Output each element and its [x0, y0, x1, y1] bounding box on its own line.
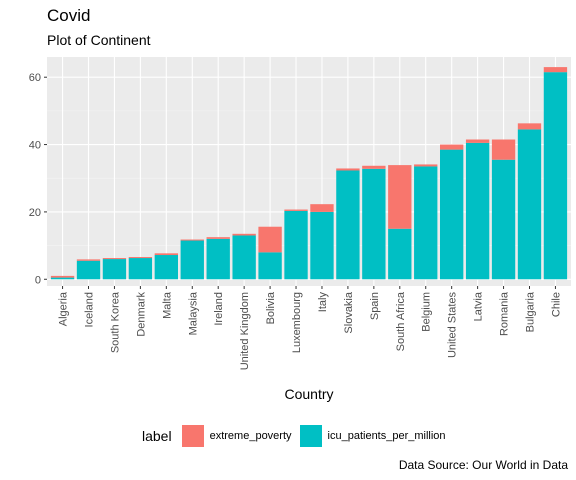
legend-label-icu-patients: icu_patients_per_million	[328, 430, 446, 442]
x-tick-label: Malaysia	[187, 291, 199, 335]
y-tick-label: 0	[35, 274, 41, 286]
bar-icu-south-africa	[388, 229, 411, 280]
data-source-caption: Data Source: Our World in Data	[399, 458, 568, 472]
bar-icu-latvia	[466, 143, 489, 279]
x-tick-label: Denmark	[135, 292, 147, 337]
bar-poverty-slovakia	[336, 168, 359, 170]
bar-poverty-united-states	[440, 145, 463, 150]
bar-icu-spain	[362, 169, 385, 279]
x-tick-label: Iceland	[84, 292, 96, 327]
legend-swatch-extreme-poverty	[182, 425, 204, 447]
bar-poverty-malta	[155, 253, 178, 255]
bar-poverty-united-kingdom	[232, 234, 255, 236]
x-tick-label: South Korea	[109, 291, 121, 353]
bar-poverty-bolivia	[258, 227, 281, 253]
bar-poverty-chile	[544, 67, 567, 72]
x-tick-label: United States	[447, 292, 459, 359]
x-tick-label: Luxembourg	[291, 292, 303, 353]
bar-poverty-denmark	[129, 257, 152, 258]
x-tick-label: Italy	[317, 292, 329, 313]
x-tick-label: Latvia	[473, 291, 485, 321]
bar-icu-united-kingdom	[232, 235, 255, 279]
bar-poverty-latvia	[466, 140, 489, 143]
legend-swatch-icu-patients	[300, 425, 322, 447]
x-tick-label: Bulgaria	[524, 291, 536, 332]
bar-icu-belgium	[414, 166, 437, 279]
bar-icu-slovakia	[336, 170, 359, 279]
legend-item-icu-patients: icu_patients_per_million	[300, 425, 446, 447]
bar-icu-romania	[492, 160, 515, 280]
x-tick-label: Belgium	[421, 292, 433, 332]
x-tick-label: Algeria	[58, 291, 70, 326]
y-tick-label: 40	[29, 140, 41, 152]
legend-title: label	[142, 428, 172, 444]
bar-icu-chile	[544, 72, 567, 279]
bar-poverty-belgium	[414, 164, 437, 166]
bar-poverty-ireland	[207, 237, 230, 239]
bar-poverty-spain	[362, 166, 385, 169]
bar-poverty-south-korea	[103, 258, 126, 259]
bar-icu-malaysia	[181, 241, 204, 280]
bar-icu-iceland	[77, 261, 100, 280]
x-tick-label: Ireland	[213, 292, 225, 326]
x-tick-label: Bolivia	[265, 291, 277, 324]
bar-icu-united-states	[440, 150, 463, 280]
bar-poverty-algeria	[51, 276, 74, 278]
x-tick-label: South Africa	[395, 291, 407, 351]
bar-icu-bolivia	[258, 252, 281, 279]
x-tick-label: Chile	[550, 292, 562, 317]
bar-poverty-bulgaria	[518, 123, 541, 129]
bar-poverty-malaysia	[181, 240, 204, 241]
bar-poverty-romania	[492, 140, 515, 160]
x-tick-label: United Kingdom	[239, 292, 251, 370]
bar-icu-italy	[310, 212, 333, 279]
legend-item-extreme-poverty: extreme_poverty	[182, 425, 292, 447]
legend: label extreme_poverty icu_patients_per_m…	[142, 424, 454, 448]
bar-icu-south-korea	[103, 259, 126, 279]
y-tick-label: 20	[29, 207, 41, 219]
y-tick-label: 60	[29, 72, 41, 84]
bar-poverty-luxembourg	[284, 210, 307, 211]
legend-label-extreme-poverty: extreme_poverty	[210, 430, 292, 442]
x-axis-label: Country	[47, 386, 571, 402]
x-tick-label: Slovakia	[343, 291, 355, 333]
bar-icu-bulgaria	[518, 129, 541, 279]
bar-icu-ireland	[207, 239, 230, 279]
bar-icu-denmark	[129, 258, 152, 279]
bar-icu-algeria	[51, 278, 74, 280]
bar-icu-luxembourg	[284, 211, 307, 279]
x-tick-label: Romania	[499, 291, 511, 336]
bar-poverty-south-africa	[388, 165, 411, 229]
x-tick-label: Malta	[161, 291, 173, 319]
bar-poverty-iceland	[77, 259, 100, 260]
bar-poverty-italy	[310, 204, 333, 212]
bar-icu-malta	[155, 255, 178, 279]
x-tick-label: Spain	[369, 292, 381, 320]
